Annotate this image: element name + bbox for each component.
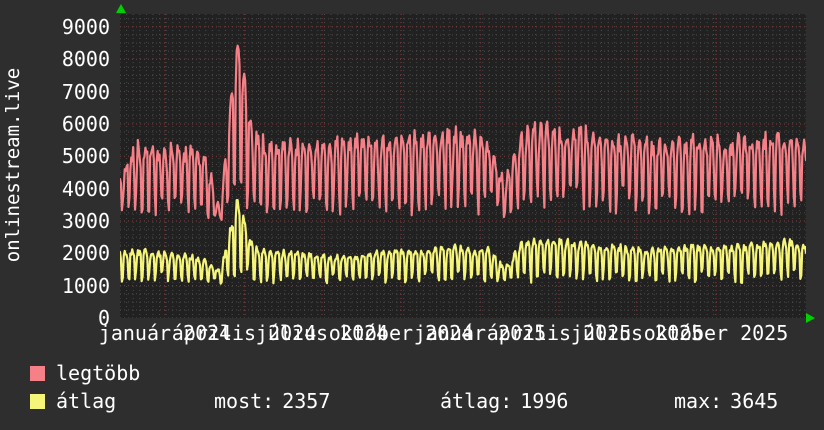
y-axis-tick-label: 4000 [61,176,110,201]
legend-item-label: átlag [56,389,117,413]
x-axis-tick-label: október 2025 [643,321,789,345]
stat-atlag: átlag: 1996 [440,388,568,414]
y-axis-tick-label: 6000 [61,111,110,136]
series-line-atlag [120,199,806,285]
y-axis-tick-labels: 0 1000 2000 3000 4000 5000 6000 7000 8000 9000 [0,0,118,330]
series-line-legtobb [120,44,806,221]
x-axis-tick-label: január 2024 [98,321,232,345]
legend-item-atlag[interactable]: átlag [30,388,116,414]
stat-value: 2357 [282,389,331,413]
x-axis-tick-label: január 2025 [413,321,547,345]
y-axis-arrow-icon [116,4,126,13]
y-axis-tick-label: 7000 [61,79,110,104]
plot-area [120,14,806,318]
x-axis-tick-label: április 2025 [486,321,632,345]
stat-value: 1996 [520,389,569,413]
y-axis-tick-label: 9000 [61,14,110,39]
legend-swatch-icon [30,393,45,409]
y-axis-tick-label: 5000 [61,144,110,169]
legend-item-label: legtöbb [56,361,141,385]
y-axis-tick-label: 3000 [61,208,110,233]
x-axis-tick-label: július 2025 [570,321,704,345]
x-axis-tick-label: április 2024 [171,321,317,345]
x-axis-arrow-icon [806,313,815,323]
x-axis-tick-label: július 2024 [255,321,389,345]
y-axis-tick-label: 0 [97,306,110,330]
stat-label: most: [214,389,275,413]
y-axis-tick-label: 2000 [61,241,110,266]
legend-item-legtobb[interactable]: legtöbb [30,360,140,386]
stat-most: most: 2357 [214,388,330,414]
stat-value: 3645 [730,389,779,413]
stat-max: max: 3645 [674,388,778,414]
legend-and-stats: legtöbb átlag most: 2357 átlag: 1996 max… [0,356,824,430]
chart-canvas [120,14,806,318]
y-axis-tick-label: 8000 [61,47,110,72]
x-axis-tick-labels: január 2024 április 2024 július 2024 októbe… [0,320,824,348]
legend-swatch-icon [30,365,45,381]
stat-label: max: [674,389,723,413]
stat-label: átlag: [440,389,513,413]
y-axis-tick-label: 1000 [61,273,110,298]
x-axis-tick-label: október 2024 [328,321,474,345]
